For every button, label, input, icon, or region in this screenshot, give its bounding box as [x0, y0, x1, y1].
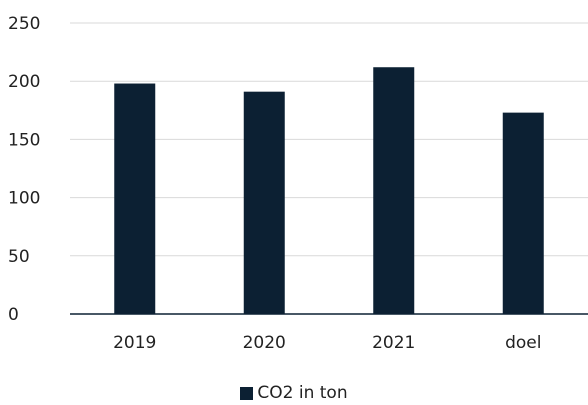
y-tick-label: 150: [8, 130, 40, 150]
x-tick-label: 2021: [372, 333, 415, 353]
legend-label: CO2 in ton: [257, 383, 348, 403]
x-axis-ticks: 2019 2020 2021 doel: [113, 333, 541, 353]
bar-doel: [502, 112, 544, 315]
y-tick-label: 0: [8, 305, 19, 325]
y-tick-label: 50: [8, 247, 30, 267]
y-tick-label: 200: [8, 72, 40, 92]
bars: [114, 67, 544, 315]
bar-2020: [243, 91, 285, 315]
y-axis-ticks: 0 50 100 150 200 250: [8, 14, 40, 325]
y-tick-label: 250: [8, 14, 40, 34]
bar-2019: [114, 83, 156, 314]
x-tick-label: 2019: [113, 333, 156, 353]
grid-lines: [70, 22, 588, 315]
bar-2021: [373, 67, 415, 315]
y-tick-label: 100: [8, 189, 40, 209]
legend: CO2 in ton: [0, 383, 588, 403]
x-tick-label: doel: [505, 333, 541, 353]
x-tick-label: 2020: [243, 333, 286, 353]
legend-swatch: [240, 386, 254, 400]
